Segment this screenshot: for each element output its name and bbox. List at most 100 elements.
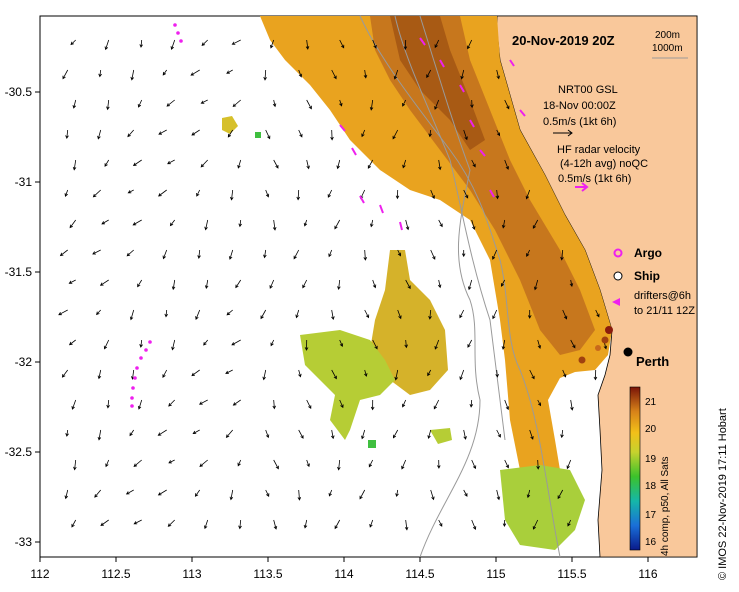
x-tick-label: 113 xyxy=(182,567,201,581)
current-vector-arrow xyxy=(334,219,341,230)
current-vector-arrow xyxy=(463,489,468,497)
current-vector-arrow xyxy=(328,249,333,258)
current-vector-arrow xyxy=(460,69,465,80)
current-vector-arrow xyxy=(169,219,176,227)
current-vector-arrow xyxy=(196,189,201,197)
current-vector-arrow xyxy=(265,489,270,497)
current-vector-arrow xyxy=(231,39,241,45)
station-marker xyxy=(578,356,586,364)
current-vector-arrow xyxy=(306,399,312,410)
current-vector-arrow xyxy=(405,279,411,290)
current-vector-arrow xyxy=(471,459,477,470)
current-vector-arrow xyxy=(339,339,344,347)
sst-cool-blob-3 xyxy=(500,465,585,550)
current-vector-arrow xyxy=(168,459,175,464)
current-vector-arrow xyxy=(126,249,134,257)
current-vector-arrow xyxy=(127,129,135,138)
current-vector-arrow xyxy=(297,489,302,501)
sst-small-blob-2 xyxy=(430,428,452,444)
current-vector-arrow xyxy=(129,309,135,321)
current-vector-arrow xyxy=(525,189,531,200)
y-tick-label: -31.5 xyxy=(5,265,33,279)
current-vector-arrow xyxy=(171,279,176,291)
current-vector-arrow xyxy=(133,459,142,467)
current-vector-arrow xyxy=(537,399,541,407)
current-vector-arrow xyxy=(101,219,109,225)
current-vector-arrow xyxy=(469,399,474,408)
current-vector-arrow xyxy=(395,189,400,200)
current-vector-arrow xyxy=(570,399,574,411)
current-vector-arrow xyxy=(97,129,102,140)
current-vector-arrow xyxy=(62,69,69,80)
current-vector-arrow xyxy=(99,279,109,286)
current-vector-arrow xyxy=(403,39,408,51)
current-vector-arrow xyxy=(191,369,200,377)
colorbar-label: 4h comp, p50, All Sats xyxy=(660,456,671,556)
current-vector-arrow xyxy=(330,429,335,440)
current-vector-arrow xyxy=(438,219,443,228)
current-vector-arrow xyxy=(496,129,500,137)
current-vector-arrow xyxy=(434,339,440,350)
current-vector-arrow xyxy=(369,519,374,528)
current-vector-arrow xyxy=(397,249,401,257)
current-vector-arrow xyxy=(368,459,374,468)
y-tick-label: -32.5 xyxy=(5,445,33,459)
current-vector-arrow xyxy=(595,309,600,318)
current-vector-arrow xyxy=(164,309,169,318)
current-vector-arrow xyxy=(260,309,267,320)
sst-warm-inner xyxy=(390,16,485,150)
colorbar-tick-18: 18 xyxy=(645,481,657,492)
current-vector-arrow xyxy=(265,429,270,439)
current-vector-arrow xyxy=(394,369,399,381)
current-vector-arrow xyxy=(298,369,302,378)
current-vector-arrow xyxy=(293,249,300,260)
current-vector-arrow xyxy=(467,279,473,291)
current-vector-arrow xyxy=(492,309,498,320)
ship-legend-icon xyxy=(613,271,623,281)
current-vector-arrow xyxy=(228,249,234,260)
current-vector-arrow xyxy=(97,429,102,441)
y-tick-label: -33 xyxy=(15,535,33,549)
current-vector-arrow xyxy=(166,99,175,107)
current-vector-arrow xyxy=(125,489,134,495)
current-vector-arrow xyxy=(430,189,435,200)
current-vector-arrow xyxy=(69,219,77,229)
perth-label: Perth xyxy=(636,354,670,369)
current-vector-arrow xyxy=(392,129,399,140)
model-current-vectors xyxy=(58,39,608,531)
current-vector-arrow xyxy=(200,159,208,168)
current-vector-arrow xyxy=(367,159,374,169)
current-vector-arrow xyxy=(427,429,432,440)
current-vector-arrow xyxy=(137,99,143,108)
current-vector-arrow xyxy=(337,279,341,291)
current-vector-arrow xyxy=(339,99,343,107)
current-vector-arrow xyxy=(331,69,337,80)
current-vector-arrow xyxy=(162,249,168,260)
y-tick-label: -30.5 xyxy=(5,85,33,99)
current-vector-arrow xyxy=(139,339,143,348)
current-vector-arrow xyxy=(132,219,142,226)
argo-point xyxy=(133,376,137,380)
current-vector-arrow xyxy=(327,189,333,198)
model-scale-arrow xyxy=(553,129,573,137)
drifter-legend-line2: to 21/11 12Z xyxy=(634,305,695,317)
current-vector-arrow xyxy=(198,399,208,405)
credit-text: © IMOS 22-Nov-2019 17:11 Hobart xyxy=(717,408,729,580)
current-vector-arrow xyxy=(495,189,500,200)
current-vector-arrow xyxy=(496,69,500,80)
current-vector-arrow xyxy=(404,519,409,531)
current-vector-arrow xyxy=(364,369,368,377)
current-vector-arrow xyxy=(162,369,168,378)
hf-radar-vectors xyxy=(339,37,526,231)
sst-warm-core xyxy=(370,16,595,355)
current-vector-arrow xyxy=(566,459,572,470)
model-legend-line3: 0.5m/s (1kt 6h) xyxy=(543,116,617,128)
contour-label-200m: 200m xyxy=(655,30,681,41)
current-vector-arrow xyxy=(98,69,102,78)
argo-point xyxy=(130,396,134,400)
current-vector-arrow xyxy=(427,369,432,377)
current-vector-arrow xyxy=(127,189,134,194)
current-vector-arrow xyxy=(68,279,76,284)
current-vector-arrow xyxy=(190,69,200,76)
current-vector-arrow xyxy=(501,279,506,287)
